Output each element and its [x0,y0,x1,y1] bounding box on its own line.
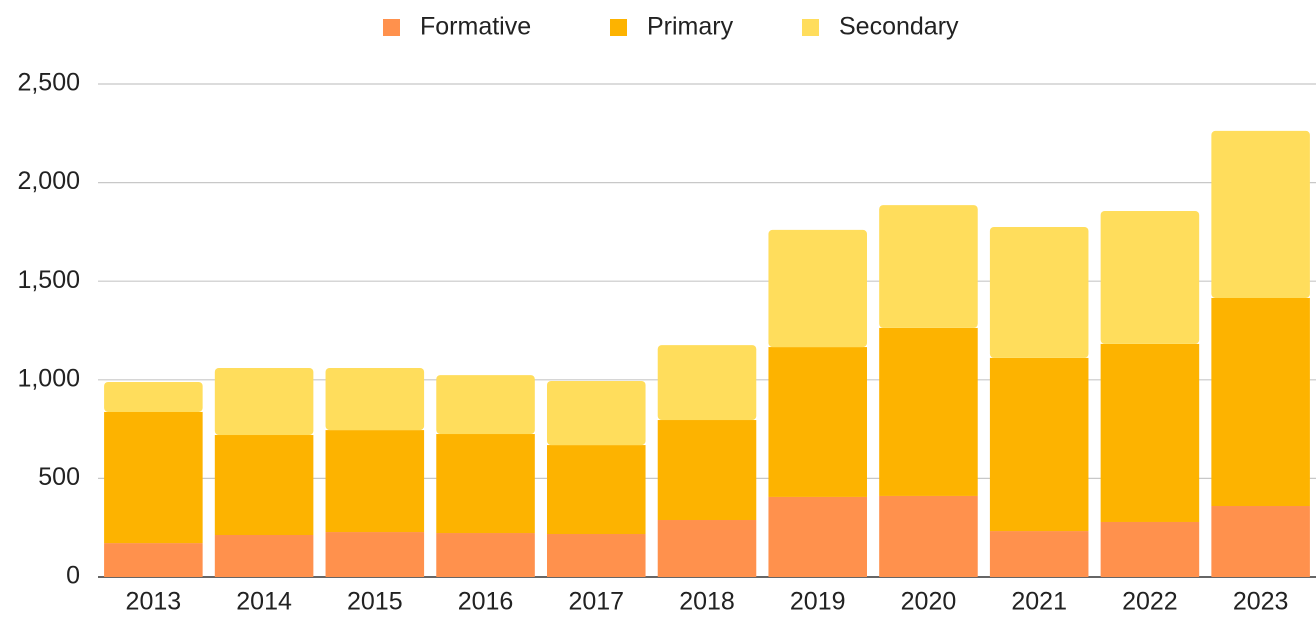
bar-segment [104,381,203,412]
bar-segment [104,543,203,577]
bar-segment [546,534,646,577]
bar-segment [214,367,314,436]
bar-segment [1100,343,1200,522]
bar-segment [768,229,868,348]
bar-segment [989,226,1089,358]
bar-segment [989,531,1089,577]
y-tick-label: 500 [38,463,80,491]
bar-segment [1211,506,1310,577]
x-tick-label: 2015 [347,588,403,616]
x-tick-label: 2019 [790,588,846,616]
legend-swatch [802,19,819,36]
bar-segment [104,411,203,544]
bar-segment [768,496,868,577]
x-tick-label: 2022 [1122,588,1178,616]
x-tick-label: 2020 [901,588,957,616]
bar-segment [768,347,868,497]
bar-segment [1211,130,1310,298]
bar-segment [325,532,425,577]
y-tick-label: 2,000 [17,167,80,195]
bar-segment [879,327,978,496]
bar-segment [436,533,535,577]
bar-segment [325,430,425,533]
bar-segment [879,495,978,577]
legend-label: Primary [647,13,734,41]
bar-segment [1100,210,1200,344]
x-tick-label: 2013 [126,588,182,616]
bar-segment [546,380,646,446]
bar-segment [657,345,757,421]
x-tick-label: 2018 [679,588,735,616]
y-tick-label: 2,500 [17,69,80,97]
bar-segment [546,445,646,535]
legend-swatch [610,19,627,36]
bar-segment [436,434,535,534]
bar-segment [325,367,425,431]
legend-label: Formative [420,13,531,41]
x-tick-label: 2014 [236,588,292,616]
x-tick-label: 2017 [568,588,624,616]
y-tick-label: 1,000 [17,364,80,392]
x-tick-label: 2016 [458,588,514,616]
bar-segment [214,435,314,535]
bar-segment [214,534,314,577]
legend-label: Secondary [839,13,959,41]
x-tick-label: 2023 [1233,588,1289,616]
bar-segment [657,520,757,577]
bar-segment [436,375,535,435]
y-tick-label: 1,500 [17,266,80,294]
bar-segment [989,357,1089,532]
bar-segment [879,205,978,328]
bar-segment [1100,521,1200,577]
x-tick-label: 2021 [1011,588,1067,616]
bar-segment [1211,297,1310,507]
y-tick-label: 0 [66,562,80,590]
bar-segment [657,420,757,521]
legend-swatch [383,19,400,36]
